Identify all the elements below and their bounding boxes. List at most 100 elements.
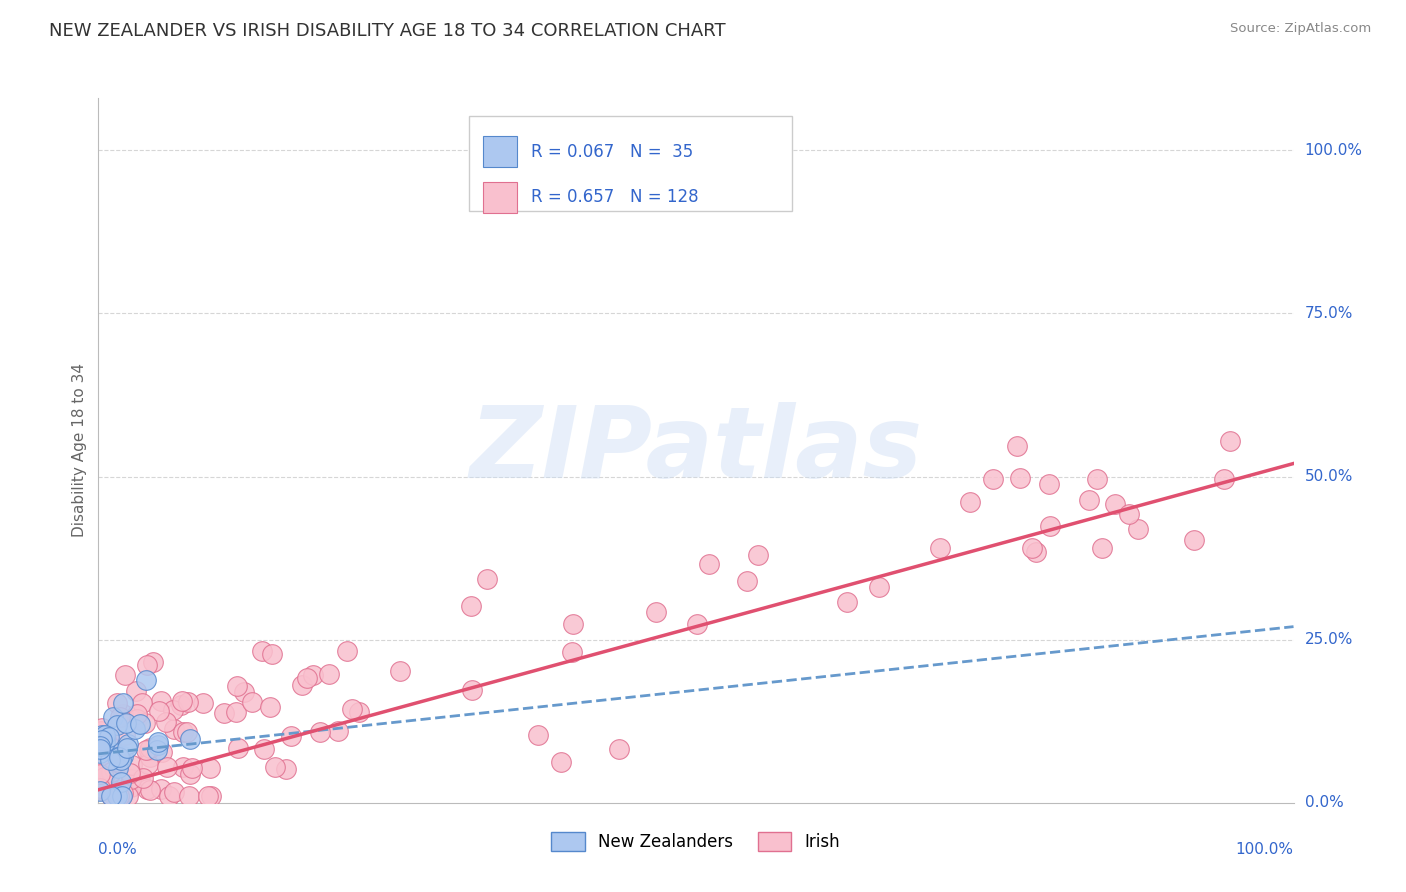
Text: R = 0.067   N =  35: R = 0.067 N = 35 bbox=[531, 143, 693, 161]
Point bbox=[148, 734, 170, 748]
Point bbox=[136, 658, 159, 673]
Point bbox=[347, 706, 370, 720]
Point bbox=[112, 749, 135, 764]
Text: 75.0%: 75.0% bbox=[1305, 306, 1353, 321]
Point bbox=[280, 729, 302, 743]
Point bbox=[103, 762, 125, 776]
Point bbox=[179, 767, 201, 781]
Point bbox=[460, 599, 482, 614]
Point bbox=[135, 781, 157, 796]
Point bbox=[477, 572, 499, 586]
Point bbox=[685, 617, 707, 632]
Point bbox=[108, 756, 131, 770]
Point bbox=[103, 710, 125, 724]
Text: R = 0.657   N = 128: R = 0.657 N = 128 bbox=[531, 188, 699, 206]
Point bbox=[197, 789, 219, 804]
Point bbox=[91, 734, 114, 748]
Point bbox=[117, 740, 139, 755]
Point bbox=[114, 668, 136, 682]
Point bbox=[1219, 434, 1241, 449]
Point bbox=[1010, 471, 1032, 485]
Point bbox=[125, 683, 148, 698]
Y-axis label: Disability Age 18 to 34: Disability Age 18 to 34 bbox=[72, 363, 87, 538]
Point bbox=[107, 750, 129, 764]
Point bbox=[645, 605, 668, 619]
Point bbox=[139, 741, 162, 756]
Point bbox=[111, 789, 134, 804]
Text: 50.0%: 50.0% bbox=[1305, 469, 1353, 484]
Point bbox=[107, 789, 129, 803]
Point bbox=[117, 738, 139, 752]
Point bbox=[295, 671, 318, 685]
Point bbox=[232, 685, 254, 699]
Point bbox=[212, 706, 235, 720]
Point bbox=[89, 784, 111, 798]
Point bbox=[388, 664, 411, 678]
Text: ZIPatlas: ZIPatlas bbox=[470, 402, 922, 499]
Point bbox=[121, 758, 143, 772]
Point bbox=[112, 706, 135, 721]
Point bbox=[94, 731, 117, 745]
Point bbox=[89, 747, 111, 761]
Point bbox=[148, 705, 170, 719]
Point bbox=[177, 695, 200, 709]
Point bbox=[835, 595, 858, 609]
Point bbox=[135, 673, 157, 688]
Point bbox=[181, 761, 204, 775]
Point bbox=[135, 743, 157, 757]
Point bbox=[93, 770, 115, 784]
Point bbox=[107, 789, 129, 804]
Point bbox=[1007, 439, 1029, 453]
Point bbox=[172, 760, 194, 774]
Point bbox=[561, 617, 583, 632]
Point bbox=[91, 721, 114, 735]
Point bbox=[149, 694, 172, 708]
Point bbox=[104, 746, 127, 760]
Point bbox=[225, 706, 247, 720]
Point bbox=[125, 707, 148, 722]
Point bbox=[90, 732, 112, 747]
FancyBboxPatch shape bbox=[470, 116, 792, 211]
Point bbox=[259, 700, 281, 714]
Point bbox=[1118, 507, 1140, 521]
Point bbox=[124, 723, 146, 737]
Point bbox=[136, 757, 159, 772]
Bar bbox=[484, 182, 517, 213]
Point bbox=[120, 772, 142, 786]
Point bbox=[1085, 472, 1108, 486]
Point bbox=[302, 668, 325, 682]
Point bbox=[607, 741, 630, 756]
Point bbox=[148, 738, 170, 752]
Point bbox=[561, 645, 583, 659]
Text: 100.0%: 100.0% bbox=[1305, 143, 1362, 158]
Point bbox=[1025, 545, 1047, 559]
Point bbox=[97, 730, 120, 744]
Point bbox=[527, 728, 550, 742]
Point bbox=[163, 784, 186, 798]
Point bbox=[550, 755, 572, 769]
Point bbox=[105, 718, 128, 732]
Point bbox=[1104, 497, 1126, 511]
Point bbox=[139, 782, 162, 797]
Point bbox=[1021, 541, 1043, 555]
Bar bbox=[484, 136, 517, 168]
Point bbox=[94, 766, 117, 780]
Point bbox=[96, 734, 118, 748]
Point bbox=[176, 725, 198, 739]
Point bbox=[117, 789, 139, 804]
Point bbox=[1039, 519, 1062, 533]
Point bbox=[735, 574, 758, 588]
Point bbox=[198, 761, 221, 775]
Point bbox=[114, 728, 136, 742]
Point bbox=[132, 771, 155, 785]
Point bbox=[89, 739, 111, 753]
Point bbox=[240, 695, 263, 709]
Point bbox=[110, 754, 132, 768]
Point bbox=[318, 666, 340, 681]
Point bbox=[100, 789, 122, 804]
Point bbox=[125, 712, 148, 726]
Point bbox=[172, 724, 194, 739]
Point bbox=[111, 786, 134, 800]
Point bbox=[225, 679, 247, 693]
Point bbox=[1091, 541, 1114, 555]
